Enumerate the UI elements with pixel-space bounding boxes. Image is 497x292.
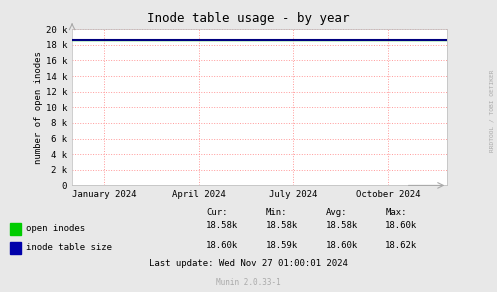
Text: 18.60k: 18.60k [206, 241, 239, 250]
Text: 18.60k: 18.60k [385, 221, 417, 230]
Text: 18.58k: 18.58k [326, 221, 358, 230]
Text: Inode table usage - by year: Inode table usage - by year [147, 12, 350, 25]
Text: Max:: Max: [385, 208, 407, 217]
Text: open inodes: open inodes [26, 224, 85, 233]
Text: 18.58k: 18.58k [206, 221, 239, 230]
Text: Cur:: Cur: [206, 208, 228, 217]
Text: Last update: Wed Nov 27 01:00:01 2024: Last update: Wed Nov 27 01:00:01 2024 [149, 259, 348, 268]
Text: 18.60k: 18.60k [326, 241, 358, 250]
Text: 18.58k: 18.58k [266, 221, 298, 230]
Text: Min:: Min: [266, 208, 287, 217]
Text: 18.59k: 18.59k [266, 241, 298, 250]
Text: Munin 2.0.33-1: Munin 2.0.33-1 [216, 278, 281, 287]
Text: Avg:: Avg: [326, 208, 347, 217]
Y-axis label: number of open inodes: number of open inodes [34, 51, 43, 164]
Text: inode table size: inode table size [26, 243, 112, 252]
Text: RRDTOOL / TOBI OETIKER: RRDTOOL / TOBI OETIKER [490, 70, 495, 152]
Text: 18.62k: 18.62k [385, 241, 417, 250]
